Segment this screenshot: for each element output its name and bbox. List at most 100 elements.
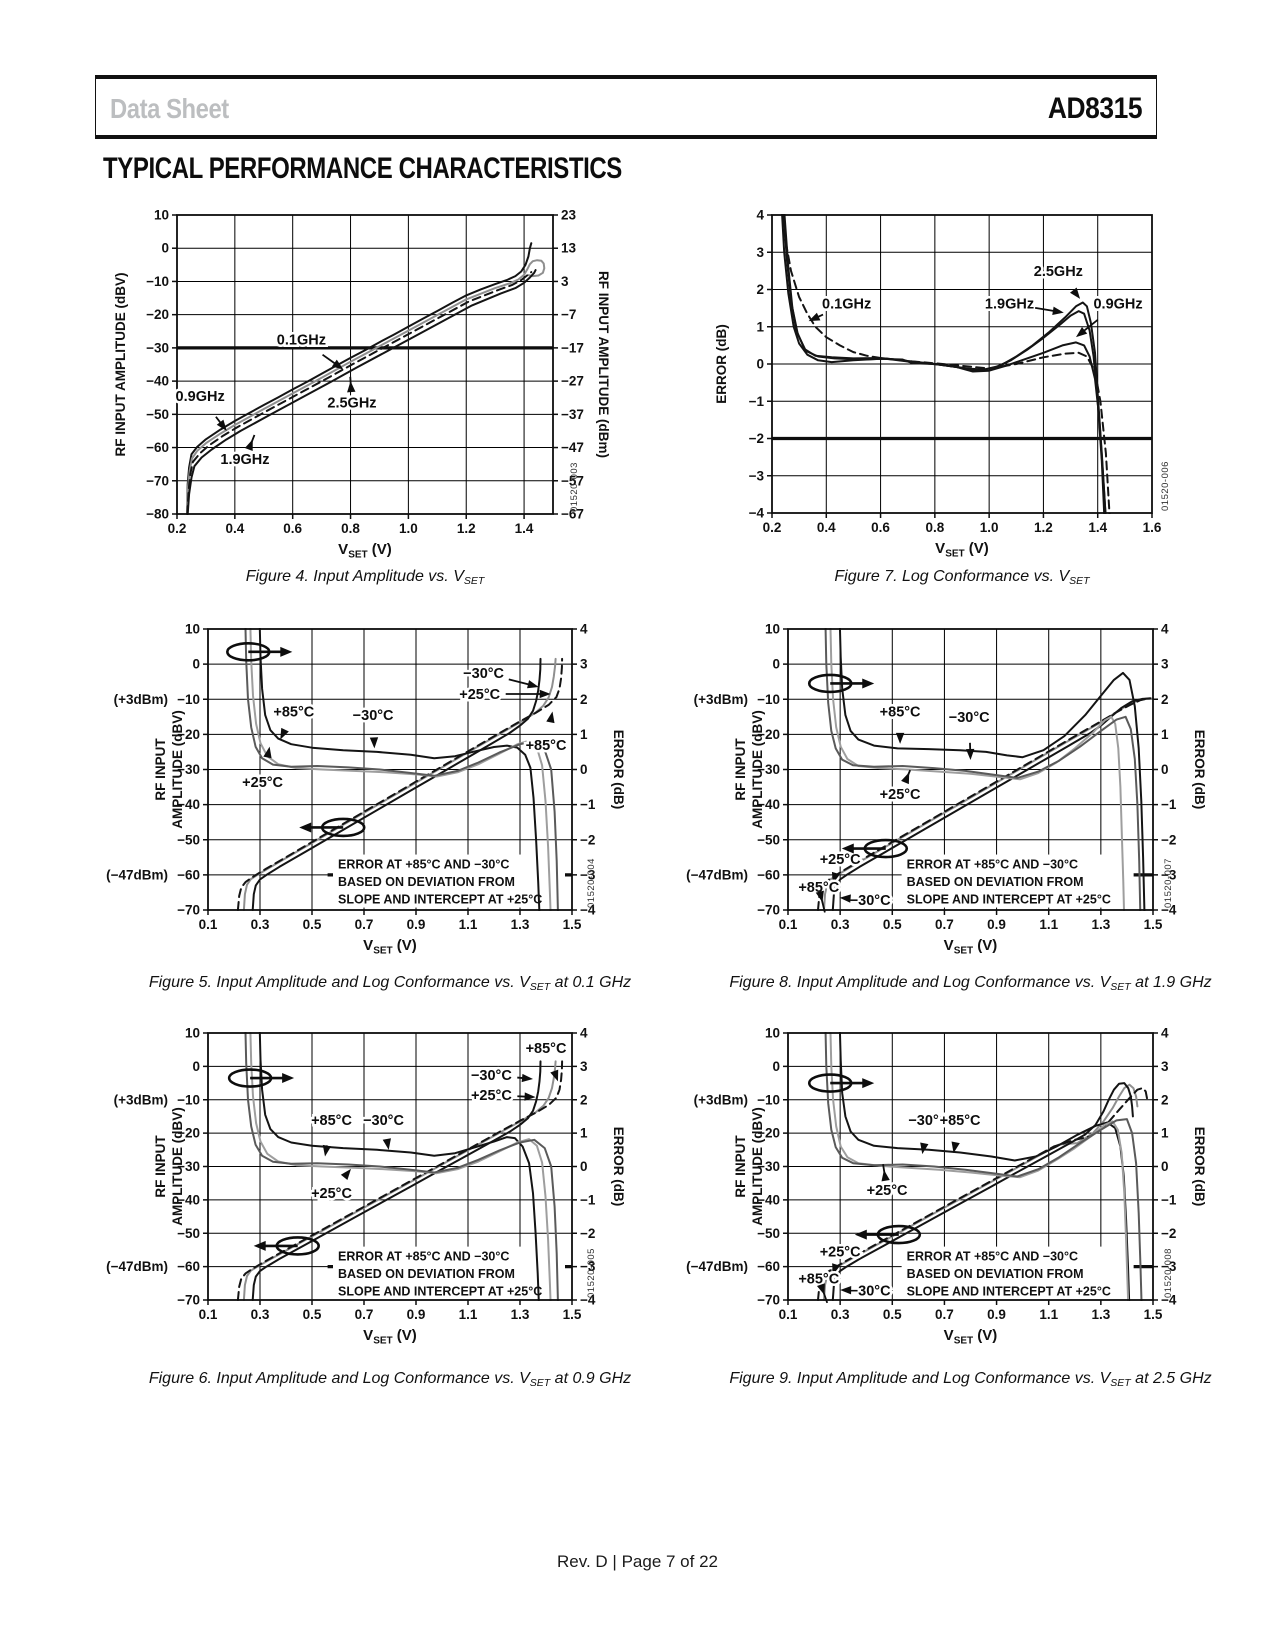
curve-label: +85°C <box>798 1271 839 1287</box>
arrowhead-icon <box>881 1169 890 1182</box>
curve-label: +25°C <box>459 687 500 703</box>
y-left-tick: −2 <box>749 431 764 446</box>
arrowhead-icon <box>382 1138 391 1150</box>
x-tick: 0.9 <box>987 1307 1006 1322</box>
y-right-tick: 3 <box>580 657 588 672</box>
figure-caption: Figure 6. Input Amplitude and Log Confor… <box>140 1370 640 1389</box>
curve-label: −30°C <box>949 710 990 726</box>
note-line: SLOPE AND INTERCEPT AT +25°C <box>907 1285 1111 1299</box>
x-tick: 0.4 <box>225 521 244 536</box>
y-left-tick: −1 <box>749 394 765 409</box>
caption-subscript: SET <box>1110 1377 1131 1389</box>
series-+85°C error <box>244 1032 559 1301</box>
y-left-tick: −40 <box>757 797 780 812</box>
arrowhead-icon <box>1052 306 1064 315</box>
y-left-extra-label: (−47dBm) <box>686 867 748 882</box>
y-left-tick: −60 <box>177 1259 200 1274</box>
note-line: ERROR AT +85°C AND −30°C <box>907 858 1078 872</box>
series-0.9GHz <box>781 214 1107 514</box>
figure-input-amplitude: 0.2 0.4 0.6 0.8 1.0 1.2 1.4 10 0 −10 −20 −30 −40 −50 −… <box>100 200 630 600</box>
y-right-tick: 0 <box>580 1159 588 1174</box>
y-right-tick: 4 <box>1161 1026 1169 1041</box>
y-right-tick: −4 <box>1161 903 1177 918</box>
y-left-tick: −3 <box>749 468 765 483</box>
y-left-axis-title: AMPLITUDE (dBV) <box>750 1107 765 1226</box>
x-tick: 0.8 <box>341 521 360 536</box>
y-right-tick: −1 <box>1161 797 1177 812</box>
arrowhead-icon <box>550 1069 559 1082</box>
y-left-tick: 3 <box>756 245 764 260</box>
series-−30°C error <box>258 628 541 911</box>
y-left-tick: −50 <box>177 832 200 847</box>
x-tick: 1.6 <box>1143 520 1162 535</box>
y-right-tick: 23 <box>561 208 577 223</box>
y-right-tick: 13 <box>561 241 577 256</box>
arrowhead-icon <box>901 772 910 785</box>
y-left-tick: −10 <box>177 692 200 707</box>
x-tick: 0.5 <box>883 917 902 932</box>
x-tick: 0.1 <box>199 917 218 932</box>
x-tick: 1.5 <box>1144 917 1163 932</box>
curve-label: +25°C <box>820 1245 861 1261</box>
y-left-tick: −10 <box>177 1092 200 1107</box>
fig8-plot: ERROR AT +85°C AND −30°C BASED ON DEVIATI… <box>686 622 1207 957</box>
y-right-axis-title: RF INPUT AMPLITUDE (dBm) <box>596 271 611 458</box>
y-right-tick: 4 <box>580 1026 588 1041</box>
curve-label: +25°C <box>311 1186 352 1202</box>
x-tick: 1.4 <box>1088 520 1107 535</box>
y-left-tick: 10 <box>765 622 780 637</box>
caption-text: at 2.5 GHz <box>1130 1370 1212 1387</box>
figure-caption: Figure 5. Input Amplitude and Log Confor… <box>140 974 640 993</box>
y-right-tick: −2 <box>1161 1226 1176 1241</box>
series-1.9GHz <box>186 271 533 515</box>
x-axis-title: VSET (V) <box>944 1327 998 1347</box>
y-right-tick: −1 <box>580 797 596 812</box>
axis-pointer-arrow-icon <box>862 678 875 689</box>
series-0.1GHz <box>781 214 1111 514</box>
note-line: BASED ON DEVIATION FROM <box>338 1267 515 1281</box>
x-tick: 1.2 <box>1034 520 1053 535</box>
arrowhead-icon <box>815 890 824 903</box>
x-axis-title: VSET (V) <box>944 937 998 957</box>
y-left-tick: −20 <box>177 727 200 742</box>
y-left-extra-label: (+3dBm) <box>694 1092 748 1107</box>
y-left-tick: −40 <box>177 1192 200 1207</box>
curve-label: +85°C <box>940 1113 981 1129</box>
x-tick: 0.3 <box>251 917 270 932</box>
fig7-plot: 0.2 0.4 0.6 0.8 1.0 1.2 1.4 1.6 4 3 2 1 0 −1 −2 −3 −4 ERR… <box>714 208 1171 560</box>
arrowhead-icon <box>839 894 851 903</box>
y-left-tick: −10 <box>146 274 169 289</box>
x-tick: 1.5 <box>563 917 582 932</box>
figure-code: 01520-006 <box>1160 461 1171 511</box>
fig4-plot: 0.2 0.4 0.6 0.8 1.0 1.2 1.4 10 0 −10 −20 −30 −40 −50 −… <box>113 208 611 561</box>
caption-subscript: SET <box>529 1377 551 1389</box>
note-line: BASED ON DEVIATION FROM <box>907 1267 1084 1281</box>
note-line: ERROR AT +85°C AND −30°C <box>338 1250 509 1264</box>
arrowhead-icon <box>263 746 272 759</box>
y-right-tick: −1 <box>580 1192 596 1207</box>
figure-amp-log-1p9ghz: ERROR AT +85°C AND −30°C BASED ON DEVIATI… <box>655 614 1225 1014</box>
y-right-tick: −3 <box>1161 1259 1177 1274</box>
y-right-tick: −57 <box>561 473 584 488</box>
axis-pointer-arrow-icon <box>854 1229 867 1240</box>
y-left-axis-title: AMPLITUDE (dBV) <box>750 710 765 829</box>
y-right-tick: 0 <box>1161 762 1169 777</box>
curve-label: 0.9GHz <box>1093 297 1142 313</box>
y-right-axis-title: ERROR (dB) <box>611 1127 626 1207</box>
y-left-tick: −30 <box>757 1159 780 1174</box>
curve-label: 0.1GHz <box>822 297 871 313</box>
arrowhead-icon <box>539 689 551 699</box>
figure-code: 01520-004 <box>586 858 597 908</box>
y-left-extra-label: (+3dBm) <box>694 692 748 707</box>
arrowhead-icon <box>965 748 975 761</box>
y-left-tick: 0 <box>161 241 169 256</box>
y-right-tick: −4 <box>1161 1293 1177 1308</box>
y-left-axis-title: ERROR (dB) <box>714 324 729 404</box>
note-box <box>333 854 565 908</box>
series-+85°C error <box>824 1032 1143 1301</box>
arrowhead-icon <box>521 1073 533 1083</box>
y-right-tick: 3 <box>580 1059 588 1074</box>
series-+25°C error <box>829 628 1126 911</box>
axis-pointer-arrow-icon <box>253 1240 266 1251</box>
series-−30°C error <box>258 1032 540 1301</box>
